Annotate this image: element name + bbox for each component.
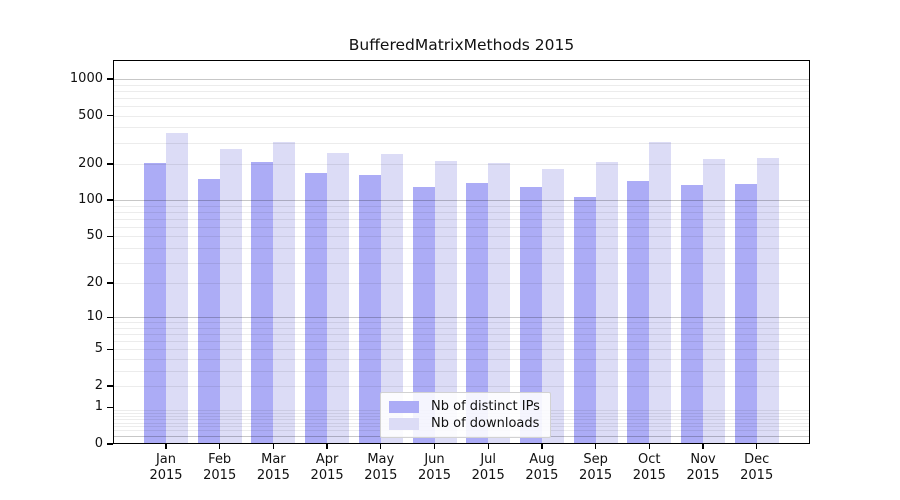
bar-apr-distinct-ips — [305, 173, 328, 444]
bar-jan-distinct-ips — [144, 163, 166, 444]
x-tick-label-dec: Dec 2015 — [740, 452, 774, 483]
bar-mar-downloads — [273, 142, 296, 444]
x-tick — [648, 444, 650, 449]
legend-item-distinct-ips: Nb of distinct IPs — [389, 398, 540, 415]
x-tick-label-may: May 2015 — [364, 452, 398, 483]
y-tick-label: 1000 — [69, 71, 103, 87]
bar-nov-downloads — [703, 159, 725, 444]
gridline-minor — [113, 115, 810, 117]
y-tick-label: 1 — [94, 399, 103, 415]
y-tick — [107, 78, 113, 80]
bar-jun-downloads — [434, 161, 457, 444]
gridline-minor — [113, 90, 810, 92]
y-tick — [107, 406, 113, 409]
x-tick — [272, 444, 275, 449]
y-tick — [107, 348, 113, 351]
y-tick-label: 5 — [94, 341, 103, 357]
legend-item-downloads: Nb of downloads — [389, 415, 540, 432]
x-tick-label-jan: Jan 2015 — [149, 452, 183, 483]
bar-nov-distinct-ips — [681, 184, 703, 444]
y-tick-label: 0 — [94, 436, 103, 451]
y-tick-label: 500 — [78, 107, 103, 123]
bar-may-distinct-ips — [358, 175, 381, 444]
x-tick-label-apr: Apr 2015 — [310, 452, 344, 483]
y-tick-label: 200 — [78, 155, 103, 171]
bar-apr-downloads — [327, 153, 350, 444]
bar-jul-distinct-ips — [466, 183, 489, 444]
gridline-minor — [113, 127, 810, 129]
gridline-minor — [113, 105, 810, 107]
bar-dec-downloads — [756, 158, 779, 444]
x-tick-label-aug: Aug 2015 — [525, 452, 559, 483]
y-tick-label: 50 — [86, 228, 103, 244]
bar-aug-downloads — [541, 168, 564, 444]
bar-oct-downloads — [649, 142, 672, 444]
y-tick — [107, 114, 113, 117]
bar-may-downloads — [380, 154, 403, 444]
bar-jan-downloads — [166, 133, 188, 444]
bar-feb-distinct-ips — [197, 178, 220, 444]
bar-dec-distinct-ips — [734, 184, 757, 444]
legend-label: Nb of downloads — [431, 416, 540, 431]
x-tick — [326, 444, 328, 449]
x-tick — [219, 444, 221, 449]
bar-aug-distinct-ips — [519, 186, 542, 444]
y-tick — [107, 163, 113, 165]
y-tick-label: 100 — [78, 192, 103, 208]
x-tick-label-sep: Sep 2015 — [579, 452, 613, 483]
y-tick — [107, 235, 113, 237]
x-tick — [594, 444, 597, 449]
gridline-minor — [113, 142, 810, 144]
legend-swatch — [389, 400, 419, 413]
bar-mar-distinct-ips — [251, 162, 274, 444]
x-tick — [541, 444, 543, 449]
y-tick-label: 10 — [86, 309, 103, 325]
y-tick — [107, 385, 113, 387]
bar-sep-distinct-ips — [573, 197, 596, 444]
gridline-major — [113, 79, 810, 81]
x-tick — [756, 444, 758, 449]
bar-jul-downloads — [488, 162, 511, 444]
x-tick-label-oct: Oct 2015 — [632, 452, 666, 483]
bar-jun-distinct-ips — [412, 187, 435, 444]
x-tick — [702, 444, 704, 449]
bar-sep-downloads — [595, 162, 618, 444]
y-tick-label: 2 — [94, 377, 103, 393]
chart-title: BufferedMatrixMethods 2015 — [348, 36, 575, 54]
y-tick-label: 20 — [86, 275, 103, 291]
x-tick — [165, 444, 167, 449]
legend-label: Nb of distinct IPs — [431, 399, 540, 414]
x-tick-label-mar: Mar 2015 — [256, 452, 290, 483]
legend-swatch — [389, 417, 419, 430]
y-tick — [107, 316, 113, 318]
y-tick — [107, 199, 113, 201]
bar-feb-downloads — [219, 149, 242, 444]
x-tick — [380, 444, 382, 449]
x-tick-label-feb: Feb 2015 — [203, 452, 237, 483]
gridline-minor — [113, 84, 810, 86]
x-tick-label-jul: Jul 2015 — [471, 452, 505, 483]
y-tick — [107, 282, 113, 284]
x-tick — [433, 444, 436, 449]
x-tick — [487, 444, 489, 449]
plot-area — [113, 60, 810, 444]
gridline-minor — [113, 97, 810, 99]
bar-oct-distinct-ips — [627, 181, 650, 444]
y-tick — [107, 443, 113, 445]
legend: Nb of distinct IPs Nb of downloads — [380, 392, 551, 438]
x-tick-label-nov: Nov 2015 — [686, 452, 720, 483]
x-tick-label-jun: Jun 2015 — [417, 452, 452, 483]
